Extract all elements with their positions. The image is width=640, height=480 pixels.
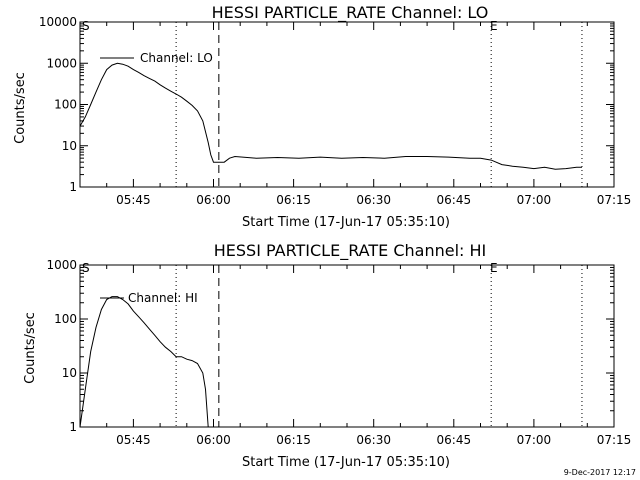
- y-tick-label-lo: 1000: [46, 56, 77, 70]
- y-tick-label-hi: 100: [54, 312, 77, 326]
- x-tick-label-lo: 05:45: [116, 193, 151, 207]
- x-tick-label-lo: 06:45: [437, 193, 472, 207]
- x-tick-label-hi: 06:30: [356, 433, 391, 447]
- x-axis-label-hi: Start Time (17-Jun-17 05:35:10): [242, 455, 450, 470]
- x-axis-label-lo: Start Time (17-Jun-17 05:35:10): [242, 215, 450, 230]
- panel-hi: HESSI PARTICLE_RATE Channel: HI Counts/s…: [23, 241, 631, 470]
- x-tick-label-lo: 06:00: [196, 193, 231, 207]
- y-axis-label-hi: Counts/sec: [23, 312, 38, 384]
- series-line-lo: [79, 62, 582, 170]
- corner-mark-end-hi: E: [490, 261, 498, 275]
- y-tick-label-hi: 1000: [46, 258, 77, 272]
- legend-lo: Channel: LO: [100, 51, 213, 65]
- x-tick-label-lo: 07:15: [597, 193, 632, 207]
- x-tick-label-lo: 06:30: [356, 193, 391, 207]
- plot-frame-lo: [79, 21, 615, 188]
- series-line-hi: [79, 296, 209, 428]
- chart-title-lo: HESSI PARTICLE_RATE Channel: LO: [212, 3, 489, 23]
- chart-marks-hi: [79, 265, 583, 428]
- chart-marks-lo: [79, 22, 583, 187]
- x-tick-label-hi: 07:15: [597, 433, 632, 447]
- chart-title-hi: HESSI PARTICLE_RATE Channel: HI: [214, 241, 487, 261]
- x-tick-label-hi: 06:45: [437, 433, 472, 447]
- x-tick-label-lo: 06:15: [276, 193, 311, 207]
- y-tick-label-lo: 10: [62, 139, 77, 153]
- x-tick-label-hi: 06:15: [276, 433, 311, 447]
- x-tick-label-hi: 06:00: [196, 433, 231, 447]
- y-axis-label-lo: Counts/sec: [13, 72, 28, 144]
- y-tick-label-lo: 10000: [39, 15, 77, 29]
- panel-lo: HESSI PARTICLE_RATE Channel: LO Counts/s…: [13, 3, 631, 230]
- legend-label-hi: Channel: HI: [128, 291, 198, 305]
- x-tick-label-lo: 07:00: [517, 193, 552, 207]
- axis-ticks-lo: 1 10 100 1000 10000 05:45 06:00 06:15 06:30 06:45…: [39, 15, 631, 207]
- y-tick-label-hi: 10: [62, 366, 77, 380]
- axis-ticks-hi: 1 10 100 1000 05:45 06:00 06:15 06:30 06:45 07:00…: [46, 258, 631, 447]
- corner-mark-end-lo: E: [490, 19, 498, 33]
- y-tick-label-lo: 100: [54, 98, 77, 112]
- corner-mark-start-lo: S: [82, 19, 90, 33]
- x-tick-label-hi: 05:45: [116, 433, 151, 447]
- legend-hi: Channel: HI: [100, 291, 198, 305]
- corner-mark-start-hi: S: [82, 261, 90, 275]
- y-tick-label-lo: 1: [69, 180, 77, 194]
- x-tick-label-hi: 07:00: [517, 433, 552, 447]
- date-stamp: 9-Dec-2017 12:17: [564, 468, 636, 477]
- plot-frame-hi: [79, 264, 615, 428]
- y-tick-label-hi: 1: [69, 420, 77, 434]
